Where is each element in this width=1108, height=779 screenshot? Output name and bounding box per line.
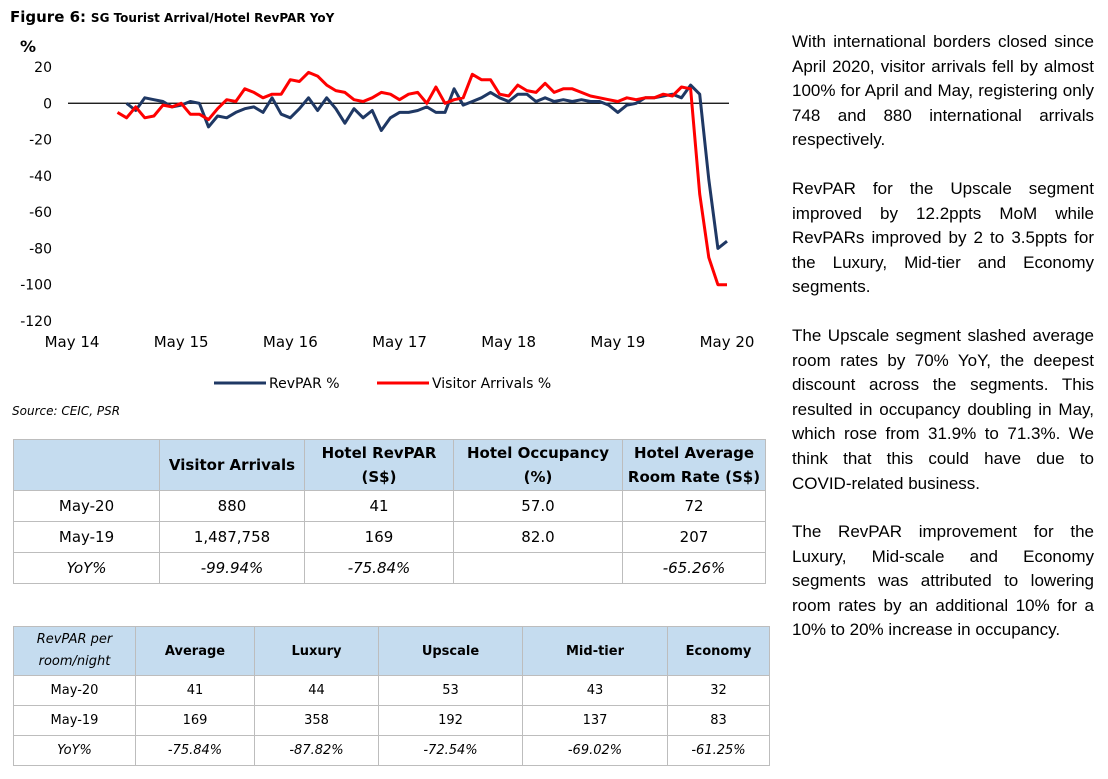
table1-header-cell: Hotel Occupancy (%) xyxy=(453,439,623,491)
figure-title-text: SG Tourist Arrival/Hotel RevPAR YoY xyxy=(90,11,335,25)
table2-header-cell: Mid-tier xyxy=(522,626,668,676)
table-cell: 82.0 xyxy=(453,521,623,553)
table-cell: -69.02% xyxy=(522,735,668,766)
table-cell: 57.0 xyxy=(453,490,623,522)
table-cell: 43 xyxy=(522,675,668,706)
commentary-paragraph: The RevPAR improvement for the Luxury, M… xyxy=(792,522,1094,640)
table-cell: 83 xyxy=(667,705,770,736)
series-group xyxy=(116,70,728,287)
table-cell: 72 xyxy=(622,490,766,522)
table-cell: May-19 xyxy=(13,521,160,553)
table-cell: 169 xyxy=(135,705,255,736)
table-cell: -75.84% xyxy=(304,552,454,584)
table-row: May-19 169 358 192 137 83 xyxy=(13,705,770,736)
y-tick-label: 20 xyxy=(34,60,52,76)
table1-header-row: Visitor Arrivals Hotel RevPAR (S$) Hotel… xyxy=(13,439,766,491)
table-row: May-20 41 44 53 43 32 xyxy=(13,675,770,706)
x-tick-label: May 18 xyxy=(481,333,536,351)
line-chart: % 200-20-40-60-80-100-120 May 14 May 15 Ma… xyxy=(20,37,755,392)
table-row: YoY% -99.94% -75.84% -65.26% xyxy=(13,552,766,584)
table1-header-cell: Hotel RevPAR (S$) xyxy=(304,439,454,491)
x-tick-label: May 15 xyxy=(154,333,209,351)
x-tick-label: May 16 xyxy=(263,333,318,351)
y-tick-label: 0 xyxy=(43,96,52,112)
table-cell: 169 xyxy=(304,521,454,553)
table-cell: -75.84% xyxy=(135,735,255,766)
table1-header-cell: Visitor Arrivals xyxy=(159,439,305,491)
source-note: Source: CEIC, PSR xyxy=(12,404,121,418)
table-cell: 41 xyxy=(135,675,255,706)
x-tick-label: May 20 xyxy=(700,333,755,351)
y-tick-label: -80 xyxy=(29,241,52,257)
table2-header-cell: Upscale xyxy=(378,626,523,676)
table-cell: -61.25% xyxy=(667,735,770,766)
y-tick-label: -60 xyxy=(29,205,52,221)
table-cell: May-20 xyxy=(13,490,160,522)
table-cell: YoY% xyxy=(13,735,136,766)
table-cell xyxy=(453,552,623,584)
figure-number: Figure 6: xyxy=(10,8,87,26)
table-cell: -99.94% xyxy=(159,552,305,584)
table-cell: 1,487,758 xyxy=(159,521,305,553)
table-cell: 41 xyxy=(304,490,454,522)
table-cell: -87.82% xyxy=(254,735,379,766)
commentary-column: With international borders closed since … xyxy=(792,30,1094,667)
table-row: May-19 1,487,758 169 82.0 207 xyxy=(13,521,766,553)
table-cell: May-20 xyxy=(13,675,136,706)
table-cell: 192 xyxy=(378,705,523,736)
commentary-paragraph: RevPAR for the Upscale segment improved … xyxy=(792,178,1094,297)
table-cell: 44 xyxy=(254,675,379,706)
figure-title: Figure 6: SG Tourist Arrival/Hotel RevPA… xyxy=(10,8,334,26)
table-cell: -65.26% xyxy=(622,552,766,584)
revpar-segment-table: RevPAR per room/night Average Luxury Ups… xyxy=(13,626,770,766)
table2-header-cell: Average xyxy=(135,626,255,676)
tourism-summary-table: Visitor Arrivals Hotel RevPAR (S$) Hotel… xyxy=(13,439,766,584)
table-cell: -72.54% xyxy=(378,735,523,766)
table-cell: May-19 xyxy=(13,705,136,736)
table-cell: 207 xyxy=(622,521,766,553)
table2-header-row: RevPAR per room/night Average Luxury Ups… xyxy=(13,626,770,676)
x-tick-label: May 19 xyxy=(590,333,645,351)
y-axis-unit-label: % xyxy=(20,37,36,56)
table-cell: 358 xyxy=(254,705,379,736)
table-cell: 880 xyxy=(159,490,305,522)
legend-label: Visitor Arrivals % xyxy=(432,376,551,392)
table1-header-cell: Hotel Average Room Rate (S$) xyxy=(622,439,766,491)
y-axis-ticks: 20 0 -20 -40 -60 -80 -100 -120 xyxy=(20,60,52,330)
x-tick-label: May 17 xyxy=(372,333,427,351)
table-row: YoY% -75.84% -87.82% -72.54% -69.02% -61… xyxy=(13,735,770,766)
x-tick-label: May 14 xyxy=(45,333,100,351)
y-tick-label: -100 xyxy=(20,278,52,294)
chart-legend: RevPAR % Visitor Arrivals % xyxy=(214,376,551,392)
commentary-paragraph: With international borders closed since … xyxy=(792,32,1094,150)
table-cell: 53 xyxy=(378,675,523,706)
y-tick-label: -120 xyxy=(20,314,52,330)
table2-header-cell: Luxury xyxy=(254,626,379,676)
table-cell: YoY% xyxy=(13,552,160,584)
x-axis-ticks: May 14 May 15 May 16 May 17 May 18 May 19 May … xyxy=(45,333,755,351)
legend-label: RevPAR % xyxy=(269,376,340,392)
y-tick-label: -20 xyxy=(29,133,52,149)
table2-header-cell: Economy xyxy=(667,626,770,676)
y-tick-label: -40 xyxy=(29,169,52,185)
table-cell: 137 xyxy=(522,705,668,736)
table-row: May-20 880 41 57.0 72 xyxy=(13,490,766,522)
series-line-revpar xyxy=(125,83,728,250)
series-line-visitor-arrivals xyxy=(116,70,727,287)
table1-header-cell xyxy=(13,439,160,491)
commentary-paragraph: The Upscale segment slashed average room… xyxy=(792,325,1094,493)
table2-header-cell: RevPAR per room/night xyxy=(13,626,136,676)
table-cell: 32 xyxy=(667,675,770,706)
